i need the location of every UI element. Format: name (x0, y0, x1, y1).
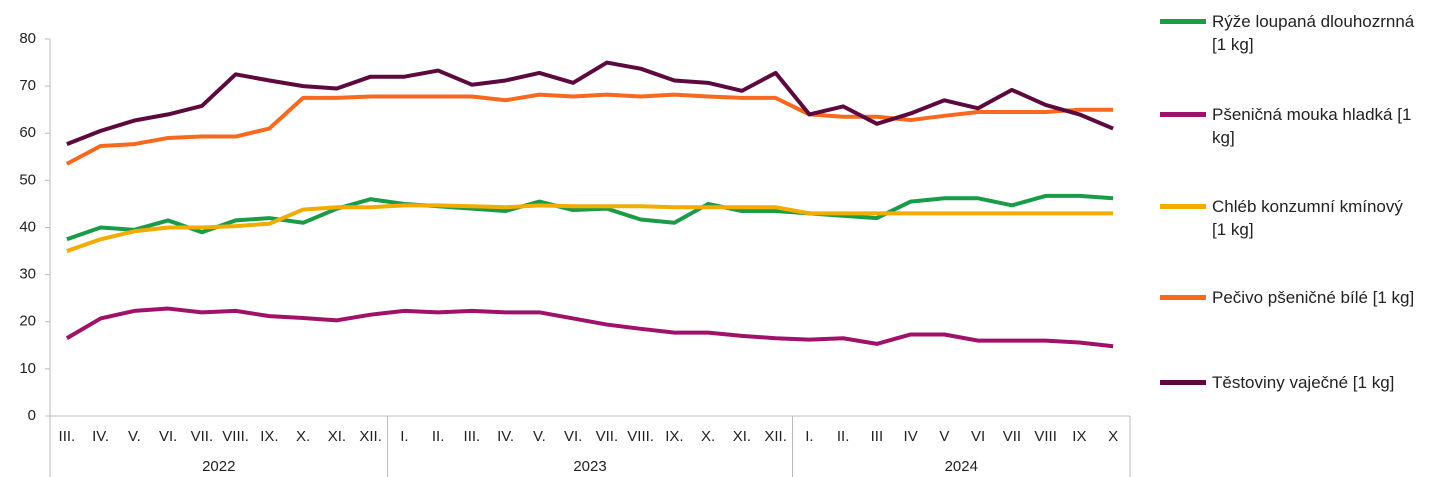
x-tick-label: VII. (191, 428, 214, 445)
series-line (66, 60, 1114, 146)
group-label: 2023 (573, 458, 606, 475)
legend-label: Pšeničná mouka hladká [1 kg] (1212, 105, 1412, 147)
x-tick-label: IV. (497, 428, 514, 445)
x-tick-label: IX. (260, 428, 278, 445)
legend-item: Pšeničná mouka hladká [1 kg] (1160, 103, 1417, 149)
legend-item: Chléb konzumní kmínový [1 kg] (1160, 195, 1417, 241)
x-tick-label: IX. (665, 428, 683, 445)
legend-swatch (1160, 112, 1206, 117)
group-label: 2022 (202, 458, 235, 475)
legend-item: Rýže loupaná dlouhozrnná [1 kg] (1160, 10, 1417, 56)
legend-swatch (1160, 380, 1206, 385)
x-tick-label: X. (701, 428, 715, 445)
legend-swatch (1160, 295, 1206, 300)
x-tick-label: V. (128, 428, 141, 445)
y-tick-label: 40 (19, 218, 36, 235)
x-tick-label: II. (432, 428, 445, 445)
x-tick-label: XII. (359, 428, 382, 445)
y-tick-label: 70 (19, 77, 36, 94)
y-tick-label: 50 (19, 171, 36, 188)
x-tick-label: X. (296, 428, 310, 445)
x-tick-label: VI (971, 428, 985, 445)
x-tick-label: V. (533, 428, 546, 445)
legend-label: Chléb konzumní kmínový [1 kg] (1212, 197, 1403, 239)
x-tick-label: VIII. (222, 428, 249, 445)
y-tick-label: 20 (19, 313, 36, 330)
x-tick-label: XI. (328, 428, 346, 445)
series-line (65, 306, 1114, 349)
x-tick-label: VI. (564, 428, 582, 445)
x-tick-label: IV. (92, 428, 109, 445)
y-tick-label: 80 (19, 30, 36, 47)
group-label: 2024 (945, 458, 978, 475)
legend-swatch (1160, 19, 1206, 24)
y-tick-label: 60 (19, 124, 36, 141)
x-tick-label: VIII (1034, 428, 1057, 445)
series-line (65, 92, 1114, 166)
legend-label: Těstoviny vaječné [1 kg] (1212, 373, 1395, 392)
x-tick-label: X (1108, 428, 1118, 445)
x-tick-label: II. (837, 428, 850, 445)
x-tick-label: VII. (596, 428, 619, 445)
x-tick-label: IV (904, 428, 918, 445)
legend-item: Pečivo pšeničné bílé [1 kg] (1160, 286, 1417, 309)
series-line (66, 193, 1114, 242)
x-tick-label: I. (805, 428, 813, 445)
legend-swatch (1160, 204, 1206, 209)
x-tick-label: XI. (733, 428, 751, 445)
x-tick-label: VII (1003, 428, 1021, 445)
y-tick-label: 30 (19, 266, 36, 283)
x-tick-label: III. (59, 428, 76, 445)
legend-label: Rýže loupaná dlouhozrnná [1 kg] (1212, 12, 1415, 54)
x-tick-label: VIII. (627, 428, 654, 445)
y-tick-label: 10 (19, 360, 36, 377)
series-line (66, 203, 1114, 253)
legend-label: Pečivo pšeničné bílé [1 kg] (1212, 288, 1415, 307)
x-tick-label: IX (1072, 428, 1086, 445)
x-tick-label: VI. (159, 428, 177, 445)
y-tick-label: 0 (28, 407, 36, 424)
x-tick-label: I. (400, 428, 408, 445)
x-tick-label: XII. (764, 428, 787, 445)
legend-item: Těstoviny vaječné [1 kg] (1160, 371, 1417, 394)
x-tick-label: V (939, 428, 949, 445)
x-tick-label: III. (464, 428, 481, 445)
x-tick-label: III (871, 428, 884, 445)
